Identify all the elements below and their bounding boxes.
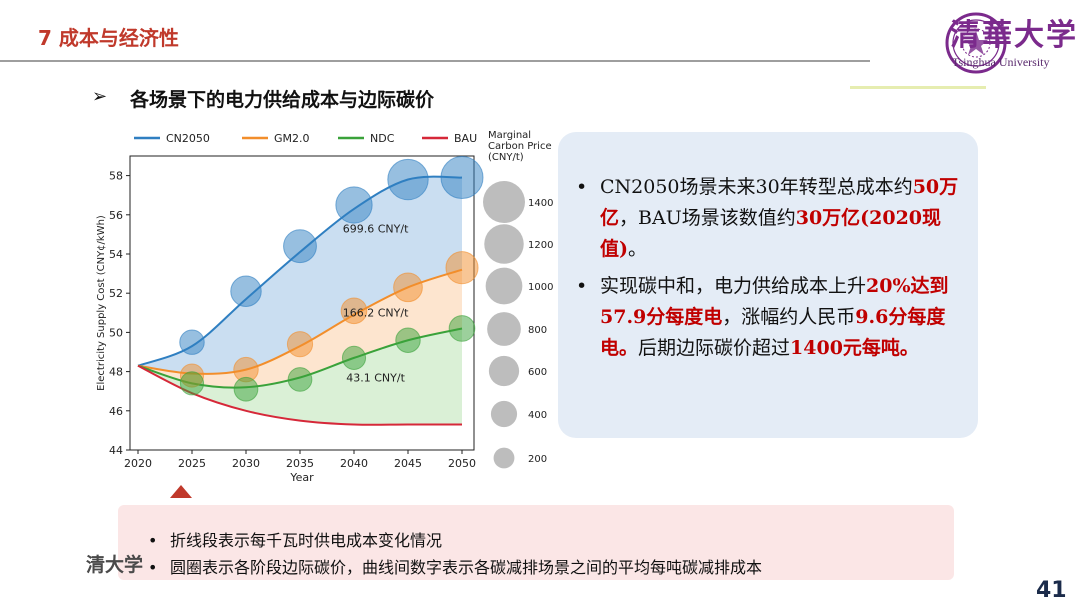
x-tick-label: 2020 bbox=[124, 457, 152, 470]
plot-frame bbox=[129, 155, 475, 451]
cost-annotation: 43.1 CNY/t bbox=[346, 371, 405, 384]
logo-name-en: Tsinghua University bbox=[952, 55, 1050, 69]
y-tick-label: 54 bbox=[109, 248, 123, 261]
bullet-text: ，涨幅约人民币 bbox=[722, 306, 856, 328]
carbon-price-bubble bbox=[341, 345, 367, 370]
bullet-text: 后期边际碳价超过 bbox=[638, 337, 791, 359]
size-legend-title: Carbon Price bbox=[488, 141, 552, 152]
legend-label: GM2.0 bbox=[274, 132, 310, 145]
note-text: 折线段表示每千瓦时供电成本变化情况 bbox=[170, 531, 443, 550]
x-tick-label: 2050 bbox=[448, 457, 476, 470]
bullet-highlight: 30万亿(2020现值) bbox=[600, 207, 942, 260]
size-legend-title: Marginal bbox=[488, 130, 531, 141]
page-number: 41 bbox=[1036, 578, 1067, 603]
size-legend-label: 1000 bbox=[528, 282, 553, 293]
bullet-text: CN2050场景未来30年转型总成本约 bbox=[600, 176, 913, 198]
carbon-price-bubble bbox=[393, 272, 423, 303]
pointer-triangle-icon bbox=[170, 485, 192, 498]
y-tick-label: 44 bbox=[109, 444, 123, 457]
carbon-price-bubble bbox=[286, 331, 314, 358]
carbon-price-bubble bbox=[387, 158, 429, 201]
bullet-highlight: 50万亿 bbox=[600, 176, 959, 229]
x-axis-label: Year bbox=[289, 471, 314, 484]
y-tick-label: 46 bbox=[109, 405, 123, 418]
size-legend-label: 600 bbox=[528, 367, 547, 378]
y-axis-label: Electricity Supply Cost (CNY¢/kWh) bbox=[96, 215, 107, 391]
bullet-text: ，BAU场景该数值约 bbox=[619, 207, 796, 229]
x-tick-label: 2025 bbox=[178, 457, 206, 470]
cost-annotation: 699.6 CNY/t bbox=[343, 222, 409, 235]
carbon-price-bubble bbox=[287, 367, 313, 392]
carbon-price-bubble bbox=[395, 327, 421, 353]
summary-box: • CN2050场景未来30年转型总成本约50万亿，BAU场景该数值约30万亿(… bbox=[558, 132, 978, 438]
carbon-price-bubble bbox=[340, 297, 368, 325]
x-tick-label: 2035 bbox=[286, 457, 314, 470]
notes-box bbox=[118, 505, 954, 580]
size-legend-circle bbox=[485, 267, 523, 305]
size-legend-circle bbox=[490, 400, 518, 428]
legend-label: NDC bbox=[370, 132, 395, 145]
x-tick-label: 2030 bbox=[232, 457, 260, 470]
size-legend-label: 400 bbox=[528, 410, 547, 421]
tsinghua-seal-icon bbox=[945, 12, 1007, 74]
band-area bbox=[138, 269, 462, 388]
size-legend-circle bbox=[493, 447, 515, 469]
subtitle-arrow-icon: ➢ bbox=[92, 86, 108, 107]
band-area bbox=[138, 328, 462, 425]
y-tick-label: 50 bbox=[109, 326, 123, 339]
y-tick-label: 58 bbox=[109, 170, 123, 183]
bullet-highlight: 9.6分每度电。 bbox=[600, 306, 946, 359]
carbon-price-bubble bbox=[283, 229, 317, 264]
footer-watermark: 清大学 bbox=[86, 554, 144, 576]
bullet-highlight: 20%达到57.9分每度电 bbox=[600, 275, 949, 328]
size-legend-label: 1200 bbox=[528, 240, 553, 251]
size-legend-label: 1400 bbox=[528, 198, 553, 209]
size-legend-label: 200 bbox=[528, 454, 547, 465]
size-legend-circle bbox=[487, 312, 521, 346]
carbon-price-bubble bbox=[440, 156, 484, 200]
cost-chart: 44 46 48 50 52 54 56 58 2020 2025 2030 2035 2040 2045… bbox=[96, 130, 553, 484]
cost-annotation: 166.2 CNY/t bbox=[343, 307, 409, 320]
y-tick-label: 48 bbox=[109, 366, 123, 379]
section-title: 7 成本与经济性 bbox=[38, 26, 179, 50]
y-tick-label: 56 bbox=[109, 209, 123, 222]
carbon-price-bubble bbox=[445, 251, 479, 285]
size-legend-circle bbox=[488, 355, 520, 387]
size-legend-circle bbox=[483, 181, 525, 223]
carbon-price-bubble bbox=[335, 186, 373, 224]
note-item: • 圆圈表示各阶段边际碳价，曲线间数字表示各碳减排场景之间的平均每吨碳减排成本 bbox=[148, 558, 763, 577]
bullet-text: 。 bbox=[628, 238, 648, 260]
legend-label: BAU bbox=[454, 132, 477, 145]
note-item: • 折线段表示每千瓦时供电成本变化情况 bbox=[148, 531, 443, 550]
bullet-highlight: 1400元每吨。 bbox=[790, 337, 919, 359]
bullet-dot: • bbox=[576, 176, 588, 198]
carbon-price-bubble bbox=[179, 371, 205, 396]
carbon-price-bubble bbox=[179, 329, 205, 355]
carbon-price-bubble bbox=[448, 315, 476, 342]
logo-name-cn: 清華大学 bbox=[950, 18, 1078, 53]
carbon-price-bubble bbox=[230, 275, 262, 307]
bullet-dot: • bbox=[576, 275, 588, 297]
legend-label: CN2050 bbox=[166, 132, 210, 145]
slide-subtitle: 各场景下的电力供给成本与边际碳价 bbox=[130, 89, 435, 111]
x-tick-label: 2040 bbox=[340, 457, 368, 470]
size-legend-title: (CNY/t) bbox=[488, 152, 524, 163]
accent-divider bbox=[850, 86, 986, 89]
x-tick-label: 2045 bbox=[394, 457, 422, 470]
bullet-text: 实现碳中和，电力供给成本上升 bbox=[600, 275, 867, 297]
y-tick-label: 52 bbox=[109, 287, 123, 300]
summary-bullet: • CN2050场景未来30年转型总成本约50万亿，BAU场景该数值约30万亿(… bbox=[576, 172, 962, 265]
carbon-price-bubble bbox=[233, 376, 259, 402]
size-legend-circle bbox=[484, 224, 524, 264]
note-text: 圆圈表示各阶段边际碳价，曲线间数字表示各碳减排场景之间的平均每吨碳减排成本 bbox=[170, 558, 763, 577]
summary-bullet: • 实现碳中和，电力供给成本上升20%达到57.9分每度电，涨幅约人民币9.6分… bbox=[576, 271, 962, 364]
header-divider bbox=[0, 60, 870, 62]
size-legend-label: 800 bbox=[528, 325, 547, 336]
